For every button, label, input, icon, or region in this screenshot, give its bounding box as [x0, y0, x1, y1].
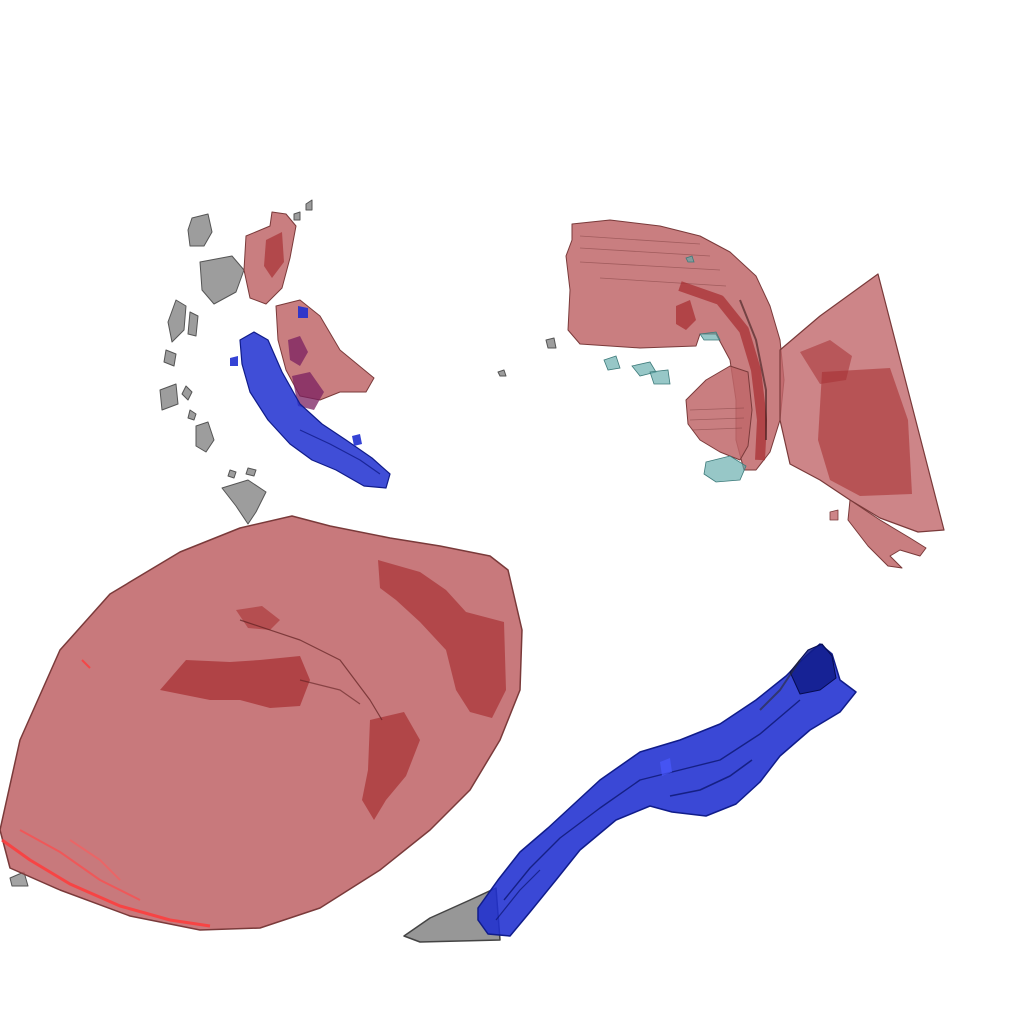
red-dark-curve-edge [739, 299, 767, 440]
blue-tube-inner [495, 869, 541, 921]
large-red-mass-body [0, 515, 523, 931]
gray-sliver [9, 871, 29, 887]
inner-line [239, 619, 383, 721]
blue-tube-top [789, 643, 837, 695]
gray-fragment [545, 337, 557, 349]
red-highlight-edge [81, 659, 91, 669]
red-lump-lines [689, 407, 745, 431]
red-triangle-inner [818, 368, 912, 496]
inner-dark-region [362, 712, 420, 820]
blue-tube-body [477, 643, 857, 937]
gray-fragment [167, 299, 187, 343]
blue-tube-dark-edge [759, 659, 801, 711]
blue-tube-inner [669, 759, 753, 797]
gray-fragment [187, 311, 199, 337]
red-triangle-dark [800, 340, 852, 384]
red-fragment-dark [264, 232, 284, 278]
large-red-mass [0, 515, 523, 931]
teal-fragment [703, 455, 747, 483]
teal-fragment [603, 355, 621, 371]
gray-fragment [497, 369, 507, 377]
purple-overlap [288, 336, 308, 366]
gray-fragment [221, 479, 267, 525]
upper-left-red-fragments [243, 211, 375, 410]
gray-fragment [187, 409, 197, 421]
red-tail [847, 499, 927, 569]
upper-right-red-mass [565, 219, 945, 569]
purple-overlap [292, 372, 324, 410]
red-slab-lines [579, 235, 727, 287]
gray-fragment [199, 255, 245, 305]
inner-dark-region [236, 606, 280, 630]
inner-dark-region [378, 560, 506, 718]
upper-left-blue-fragment [230, 306, 391, 489]
gray-fragment [163, 349, 177, 367]
teal-fragment [685, 255, 695, 263]
inner-dark-region [160, 656, 310, 708]
gray-fragment [305, 199, 313, 211]
gray-fragments [159, 199, 557, 525]
red-dark-patch [676, 300, 696, 330]
red-highlight-edge [1, 838, 211, 928]
gray-fragment [159, 383, 179, 411]
gray-fragment [227, 469, 237, 479]
red-dark-curve [678, 281, 767, 461]
blue-tube-inner [503, 699, 801, 901]
blue-fragment-inner [299, 429, 381, 475]
blue-fragment-body [239, 331, 391, 489]
inner-line [299, 679, 361, 705]
blue-fragment-dot [352, 434, 362, 446]
gray-fragment [181, 385, 193, 401]
teal-fragments [603, 255, 747, 483]
teal-fragment [699, 331, 721, 341]
teal-fragment [649, 369, 671, 385]
gray-fragment [187, 213, 213, 247]
blue-tube-highlight [660, 758, 672, 776]
gray-fragment [245, 467, 257, 477]
blue-fragment-dot [298, 306, 308, 318]
gray-fragment [293, 211, 301, 221]
red-lump [685, 365, 753, 461]
lower-right-blue-tube [477, 643, 857, 937]
gray-fragment [195, 421, 215, 453]
red-highlight-edge [69, 839, 121, 881]
red-small-blob [829, 509, 839, 521]
red-highlight-edge [19, 829, 141, 901]
blue-fragment-dot [230, 356, 238, 366]
